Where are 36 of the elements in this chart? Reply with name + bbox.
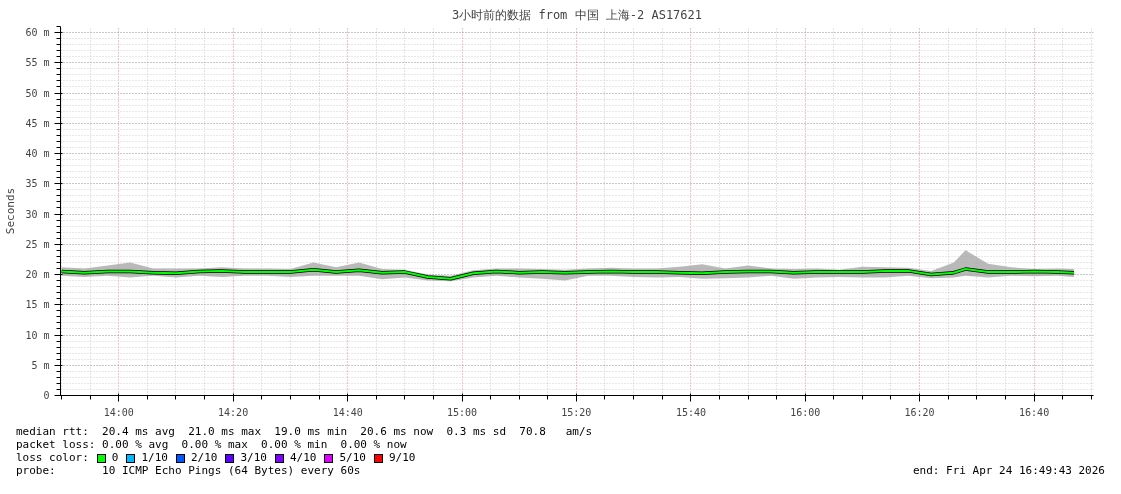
legend-title: loss color: [16,451,89,464]
x-tick-label: 16:00 [790,406,821,418]
chart-title: 3小时前的数据 from 中国 上海-2 AS17621 [451,7,703,22]
text: packet loss: 0.00 % avg 0.00 % max 0.00 % min 0.00 % now [16,438,408,451]
y-tick-label: 35 m [25,178,50,190]
text: median rtt: 20.4 ms avg 21.0 ms max 19.0 ms min 20.6 ms now 0.3 ms sd 70.8 am/s [16,425,594,438]
y-tick-label: 40 m [25,148,50,160]
legend-label: 3/10 [240,451,267,464]
y-tick-label: 30 m [25,208,50,220]
y-tick-label: 55 m [25,57,50,69]
y-tick-label: 45 m [25,117,50,129]
y-tick-label: 50 m [25,87,50,99]
x-tick-label: 15:00 [446,406,478,418]
x-tick-label: 16:20 [904,406,935,418]
x-tick-label: 15:40 [675,406,706,418]
legend-label: 9/10 [388,451,416,464]
legend-label: 2/10 [190,451,218,464]
y-tick-label: 25 m [25,238,50,250]
y-tick-label: 10 m [25,329,50,341]
x-tick-label: 14:40 [332,406,363,418]
y-tick-label: 0 [43,390,50,401]
legend-label: 0 [111,451,119,464]
x-tick-label: 14:20 [218,406,249,418]
legend-label: 5/10 [339,451,366,464]
text: probe: 10 ICMP Echo Pings (64 Bytes) every 60s [16,464,361,477]
x-tick-label: 14:00 [103,406,134,418]
x-tick-label: 15:20 [561,406,592,418]
y-tick-label: 5 m [31,359,50,371]
legend-label: 4/10 [289,451,317,464]
text: end: Fri Apr 24 16:49:43 2026 [912,464,1105,477]
x-tick-label: 16:40 [1019,406,1050,418]
y-tick-label: 60 m [25,27,50,39]
y-tick-label: 15 m [25,299,50,311]
y-axis-title: Seconds [4,187,18,235]
legend-label: 1/10 [141,451,168,464]
y-tick-label: 20 m [25,269,50,281]
